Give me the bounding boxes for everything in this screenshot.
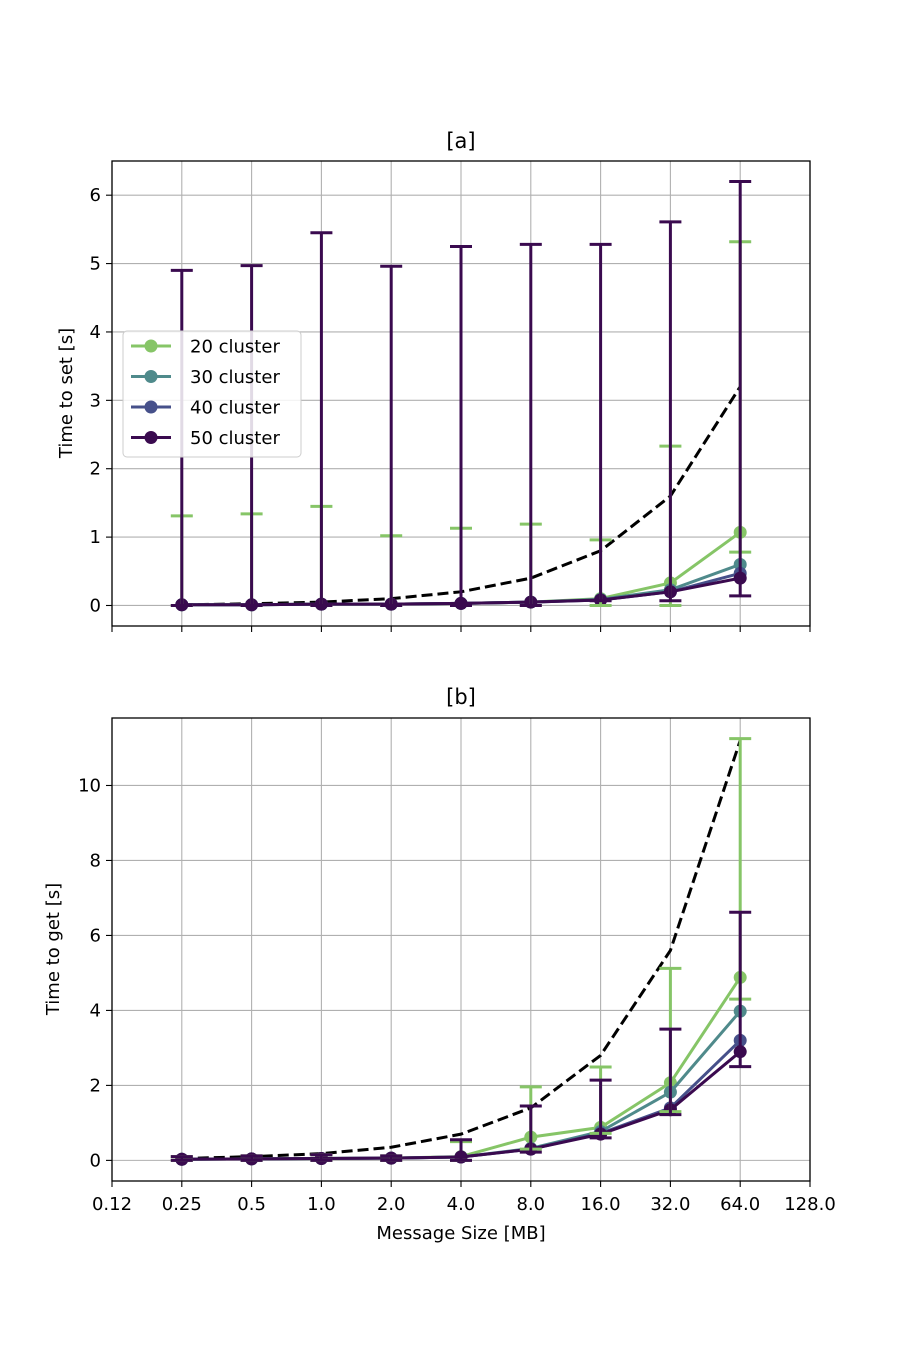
- y-tick-label: 4: [90, 1000, 101, 1021]
- panel-b-x-axis-label: Message Size [MB]: [376, 1223, 545, 1244]
- reference-dashed-line: [181, 740, 742, 1161]
- legend-label-3: 40 cluster: [190, 398, 280, 419]
- y-tick-label: 4: [90, 322, 101, 343]
- legend-marker-1: [144, 339, 158, 353]
- y-tick-label: 2: [90, 1075, 101, 1096]
- x-tick-label: 16.0: [581, 1194, 621, 1215]
- legend-label-4: 50 cluster: [190, 428, 280, 449]
- x-tick-label: 64.0: [720, 1194, 760, 1215]
- legend-marker-2: [144, 370, 158, 383]
- axes-frame: [111, 717, 811, 1182]
- y-tick-label: 6: [90, 925, 101, 946]
- legend-label-2: 30 cluster: [190, 367, 280, 388]
- y-tick-label: 1: [90, 527, 101, 548]
- panel-a: [a] Time to set [s] 0 1 2 3 4 5 6 20 cluster 30 …: [56, 129, 811, 632]
- x-tick-label: 4.0: [447, 1194, 476, 1215]
- x-tick-label: 1.0: [307, 1194, 336, 1215]
- x-tick-label: 128.0: [784, 1194, 836, 1215]
- x-tick-label: 0.5: [237, 1194, 266, 1215]
- y-tick-label: 6: [90, 185, 101, 206]
- panel-b-y-axis-label: Time to get [s]: [43, 883, 64, 1016]
- y-tick-label: 0: [90, 595, 101, 616]
- panel-a-y-axis-label: Time to set [s]: [56, 328, 77, 459]
- x-tick-label: 2.0: [377, 1194, 406, 1215]
- x-tick-label: 0.12: [92, 1194, 132, 1215]
- legend-box: [122, 330, 302, 458]
- legend: 20 cluster 30 cluster 40 cluster 50 cluster: [122, 330, 302, 458]
- y-tick-label: 8: [90, 850, 101, 871]
- y-tick-label: 5: [90, 254, 101, 275]
- panel-b: [b] Time to get [s] Message Size [MB] 0.…: [43, 685, 836, 1244]
- y-tick-label: 2: [90, 459, 101, 480]
- x-tick-label: 32.0: [650, 1194, 690, 1215]
- plot-area: [170, 737, 752, 1166]
- legend-label-1: 20 cluster: [190, 337, 280, 358]
- x-tick-label: 0.25: [162, 1194, 202, 1215]
- legend-marker-3: [144, 400, 158, 414]
- y-tick-label: 10: [78, 775, 101, 796]
- x-tick-label: 8.0: [516, 1194, 545, 1215]
- panel-a-title: [a]: [446, 129, 475, 153]
- y-tick-label: 0: [90, 1150, 101, 1171]
- panel-b-title: [b]: [446, 685, 476, 709]
- plot-area: [170, 180, 752, 612]
- legend-marker-4: [144, 431, 158, 444]
- y-tick-label: 3: [90, 390, 101, 411]
- axes-frame: [111, 160, 811, 627]
